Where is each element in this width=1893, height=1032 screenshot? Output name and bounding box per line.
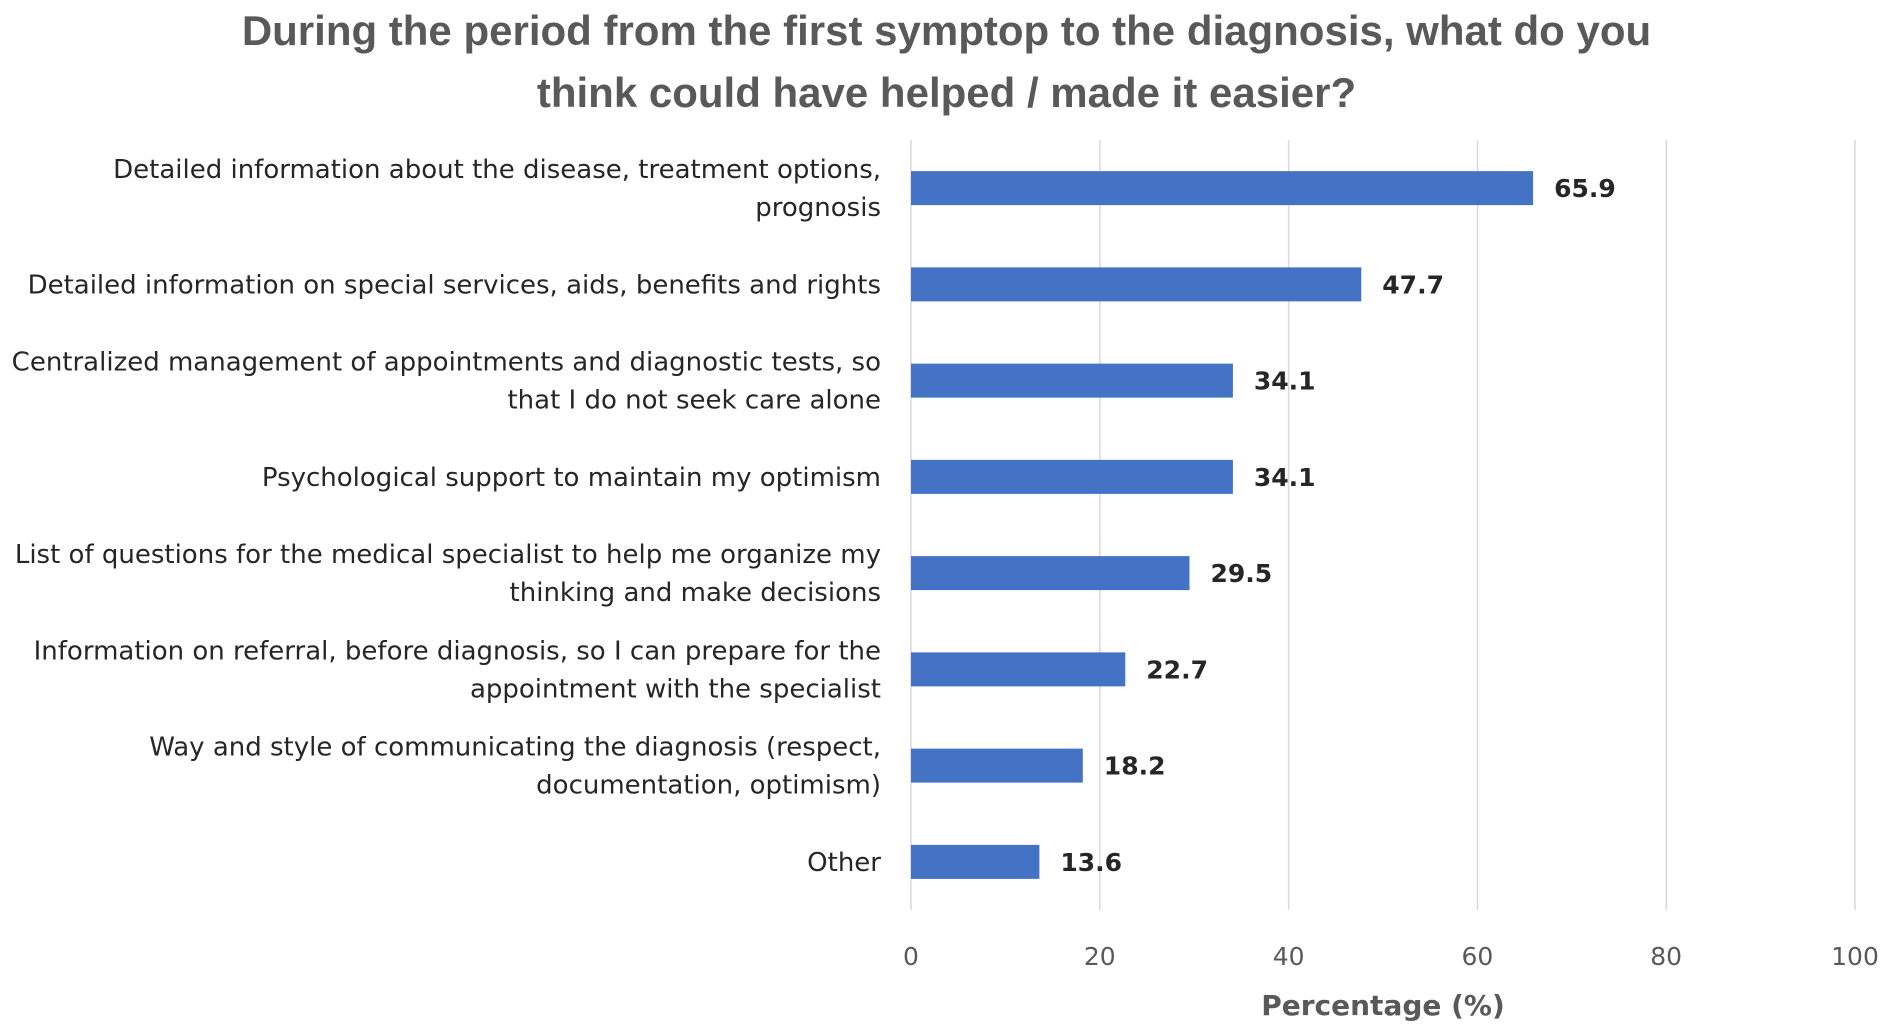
category-label: thinking and make decisions (510, 578, 881, 608)
x-tick-label: 60 (1461, 942, 1493, 971)
category-label: List of questions for the medical specia… (15, 540, 881, 570)
data-label: 47.7 (1382, 270, 1444, 299)
bar (911, 171, 1534, 206)
category-label: Detailed information on special services… (28, 270, 881, 300)
bar (911, 844, 1040, 879)
data-label: 13.6 (1060, 848, 1122, 877)
bars (911, 171, 1534, 879)
chart-title: During the period from the first symptop… (0, 0, 1893, 124)
bar (911, 556, 1190, 591)
category-label: Information on referral, before diagnosi… (34, 636, 881, 666)
bar (911, 267, 1362, 302)
bar (911, 363, 1233, 398)
category-label: Other (807, 848, 881, 878)
chart-title-line-2: think could have helped / made it easier… (536, 69, 1357, 116)
x-tick-label: 100 (1831, 942, 1879, 971)
category-label: Psychological support to maintain my opt… (262, 463, 881, 493)
category-label: that I do not seek care alone (507, 386, 881, 416)
bar (911, 652, 1126, 687)
value-labels: 65.9 47.7 34.1 34.1 29.5 22.7 18.2 13.6 (1060, 174, 1615, 877)
x-tick-label: 40 (1273, 942, 1305, 971)
x-tick-label: 0 (903, 942, 919, 971)
data-label: 34.1 (1254, 463, 1316, 492)
data-label: 34.1 (1254, 367, 1316, 396)
category-label: appointment with the specialist (470, 674, 881, 704)
category-label: Centralized management of appointments a… (12, 348, 881, 378)
category-label: Detailed information about the disease, … (113, 155, 881, 185)
gridlines (910, 140, 1856, 910)
chart-title-line-1: During the period from the first symptop… (241, 7, 1652, 54)
category-label: prognosis (755, 193, 881, 223)
data-label: 29.5 (1210, 559, 1272, 588)
bar (911, 459, 1233, 494)
x-axis-title: Percentage (%) (1261, 989, 1505, 1022)
x-tick-labels: 0 20 40 60 80 100 (903, 942, 1879, 971)
bar (911, 748, 1083, 783)
category-labels: Detailed information about the disease, … (12, 155, 882, 878)
category-label: Way and style of communicating the diagn… (149, 733, 881, 763)
x-tick-label: 80 (1650, 942, 1682, 971)
data-label: 22.7 (1146, 655, 1208, 684)
data-label: 65.9 (1554, 174, 1616, 203)
category-label: documentation, optimism) (536, 771, 881, 801)
x-tick-label: 20 (1084, 942, 1116, 971)
data-label: 18.2 (1104, 752, 1166, 781)
